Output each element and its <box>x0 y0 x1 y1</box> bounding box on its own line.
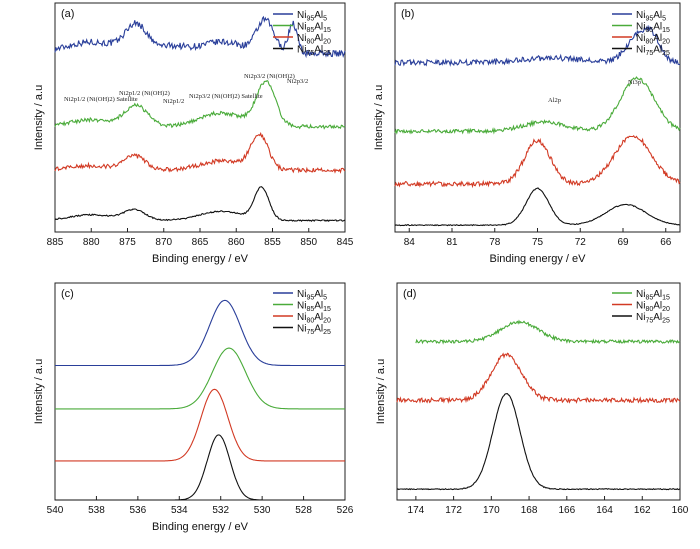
chart-panel-0: (a) 885 880 875 870 865 860 855 850 845 Binding en… <box>33 2 354 265</box>
x-tick-label: 168 <box>521 505 538 516</box>
x-tick-label: 540 <box>47 505 64 516</box>
y-axis-label: Intensity / a.u <box>375 359 387 424</box>
peak-annotation: Al2p <box>548 97 561 104</box>
peak-annotation: Ni3p <box>628 79 641 86</box>
x-tick-label: 885 <box>47 237 64 248</box>
legend-label: Ni80Al20 <box>297 312 331 325</box>
series-line-Ni95Al5 <box>55 299 345 367</box>
peak-annotation: Ni2p3/2 (Ni(OH)2) Satellite <box>189 93 263 100</box>
x-tick-label: 166 <box>558 505 575 516</box>
peak-annotation: Ni2p1/2 <box>163 98 184 105</box>
x-tick-label: 78 <box>489 237 501 248</box>
series-line-Ni80Al20 <box>54 131 346 174</box>
x-tick-label: 84 <box>404 237 416 248</box>
peak-annotation: Ni2p1/2 (Ni(OH)2) <box>119 90 170 97</box>
y-axis-label: Intensity / a.u <box>33 359 45 424</box>
x-tick-label: 532 <box>212 505 229 516</box>
x-tick-label: 870 <box>155 237 172 248</box>
y-axis-label: Intensity / a.u <box>33 85 45 150</box>
plot-frame <box>54 282 346 501</box>
x-axis-label: Binding energy / eV <box>152 253 249 265</box>
series-line-Ni85Al15 <box>54 79 346 130</box>
legend-label: Ni80Al20 <box>636 33 670 46</box>
x-tick-label: 172 <box>445 505 462 516</box>
chart-panel-1: (b) 84 81 78 75 72 69 66 Binding energy / eV Inte… <box>373 2 681 265</box>
legend-label: Ni95Al5 <box>636 10 666 23</box>
legend-label: Ni95Al5 <box>297 289 327 302</box>
series-line-Ni75Al25 <box>396 393 681 491</box>
x-tick-label: 75 <box>532 237 544 248</box>
series-line-Ni95Al5 <box>394 24 681 67</box>
legend-label: Ni75Al25 <box>636 312 670 325</box>
series-line-Ni80Al20 <box>55 388 345 462</box>
x-tick-label: 880 <box>83 237 100 248</box>
legend-label: Ni75Al25 <box>297 45 331 58</box>
series-line-Ni85Al15 <box>415 319 681 345</box>
x-tick-label: 164 <box>596 505 613 516</box>
x-tick-label: 162 <box>634 505 651 516</box>
x-tick-label: 860 <box>228 237 245 248</box>
series-line-Ni85Al15 <box>55 347 345 410</box>
legend-label: Ni85Al15 <box>297 22 331 35</box>
legend-label: Ni85Al15 <box>636 22 670 35</box>
x-tick-label: 526 <box>337 505 354 516</box>
x-tick-label: 850 <box>300 237 317 248</box>
x-tick-label: 66 <box>660 237 672 248</box>
peak-annotation: Ni2p1/2 (Ni(OH)2) Satellite <box>64 96 138 103</box>
x-axis-label: Binding energy / eV <box>152 521 249 533</box>
x-tick-label: 69 <box>617 237 629 248</box>
x-tick-label: 170 <box>483 505 500 516</box>
panel-label: (b) <box>401 8 414 20</box>
x-tick-label: 160 <box>672 505 689 516</box>
legend-label: Ni75Al25 <box>636 45 670 58</box>
peak-annotation: Ni2p3/2 (Ni(OH)2) <box>244 73 295 80</box>
peak-annotation: Ni2p3/2 <box>287 78 308 85</box>
chart-panel-3: (d) 174 172 170 168 166 164 162 160 Intensity / a… <box>375 282 689 516</box>
series-line-Ni80Al20 <box>394 134 681 189</box>
x-tick-label: 875 <box>119 237 136 248</box>
legend-label: Ni80Al20 <box>297 33 331 46</box>
legend-label: Ni75Al25 <box>297 324 331 337</box>
panel-label: (d) <box>403 288 416 300</box>
x-tick-label: 174 <box>408 505 425 516</box>
x-tick-label: 536 <box>130 505 147 516</box>
legend-label: Ni85Al15 <box>636 289 670 302</box>
x-tick-label: 865 <box>192 237 209 248</box>
y-axis-label: Intensity / a.u <box>373 85 385 150</box>
legend-label: Ni80Al20 <box>636 301 670 314</box>
x-tick-label: 534 <box>171 505 188 516</box>
panel-label: (a) <box>61 8 74 20</box>
x-axis-label: Binding energy / eV <box>489 253 586 265</box>
x-tick-label: 528 <box>295 505 312 516</box>
plot-frame <box>396 282 681 501</box>
legend-label: Ni85Al15 <box>297 301 331 314</box>
x-tick-label: 855 <box>264 237 281 248</box>
series-line-Ni75Al25 <box>394 187 681 227</box>
legend-label: Ni95Al5 <box>297 10 327 23</box>
series-line-Ni85Al15 <box>394 76 681 135</box>
chart-panel-2: (c) 540 538 536 534 532 530 528 526 Binding energ… <box>33 282 354 533</box>
series-line-Ni95Al5 <box>54 15 346 59</box>
x-tick-label: 530 <box>254 505 271 516</box>
series-line-Ni75Al25 <box>54 186 346 223</box>
x-tick-label: 72 <box>575 237 587 248</box>
panel-label: (c) <box>61 288 74 300</box>
x-tick-label: 538 <box>88 505 105 516</box>
x-tick-label: 845 <box>337 237 354 248</box>
series-line-Ni80Al20 <box>396 352 681 404</box>
series-line-Ni75Al25 <box>55 434 345 501</box>
x-tick-label: 81 <box>446 237 458 248</box>
